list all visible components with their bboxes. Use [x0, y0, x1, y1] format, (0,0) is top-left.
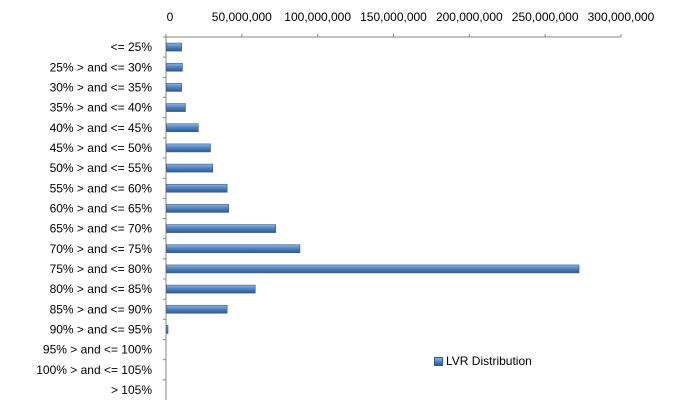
y-category-label: <= 25% [111, 40, 153, 54]
bar-series [166, 42, 580, 334]
y-category-label: 60% > and <= 65% [50, 201, 153, 215]
bar [166, 264, 580, 274]
bar [166, 163, 214, 173]
bar [166, 204, 229, 213]
x-tick-label: 250,000,000 [512, 10, 579, 24]
bar [166, 123, 199, 133]
chart-legend: LVR Distribution [434, 354, 532, 368]
bar [166, 304, 228, 314]
bar [166, 42, 182, 52]
x-tick-label: 150,000,000 [360, 10, 427, 24]
y-category-label: 90% > and <= 95% [50, 322, 153, 336]
y-category-label: 75% > and <= 80% [50, 262, 153, 276]
x-tick-label: 0 [167, 10, 174, 24]
y-axis-category-labels: <= 25% 25% > and <= 30% 30% > and <= 35% 35… [36, 36, 166, 397]
y-category-label: 40% > and <= 45% [50, 121, 153, 135]
bar [166, 103, 186, 112]
y-category-label: 35% > and <= 40% [50, 101, 153, 115]
y-category-label: 45% > and <= 50% [50, 141, 153, 155]
bar [166, 83, 182, 92]
y-category-label: 25% > and <= 30% [50, 60, 153, 74]
bar [166, 325, 169, 334]
bar [166, 244, 301, 254]
y-category-label: 70% > and <= 75% [50, 242, 153, 256]
legend-label: LVR Distribution [446, 354, 532, 368]
y-category-label: 65% > and <= 70% [50, 222, 153, 236]
y-category-label: 55% > and <= 60% [50, 181, 153, 195]
bar [166, 284, 256, 294]
y-category-label: 30% > and <= 35% [50, 80, 153, 94]
y-category-label: 85% > and <= 90% [50, 302, 153, 316]
x-axis-tick-labels: 0 50,000,000 100,000,000 150,000,000 200,000… [165, 10, 655, 37]
bar [166, 183, 228, 193]
x-tick-label: 100,000,000 [284, 10, 351, 24]
x-tick-label: 300,000,000 [588, 10, 655, 24]
bar [166, 224, 276, 233]
bar [166, 143, 211, 153]
y-category-label: 80% > and <= 85% [50, 282, 153, 296]
bar [166, 62, 183, 72]
y-category-label: 100% > and <= 105% [36, 363, 152, 377]
x-tick-label: 200,000,000 [436, 10, 503, 24]
legend-swatch [434, 356, 443, 366]
x-tick-label: 50,000,000 [212, 10, 272, 24]
y-category-label: 50% > and <= 55% [50, 161, 153, 175]
y-category-label: > 105% [111, 383, 152, 397]
y-category-label: 95% > and <= 100% [43, 343, 152, 357]
